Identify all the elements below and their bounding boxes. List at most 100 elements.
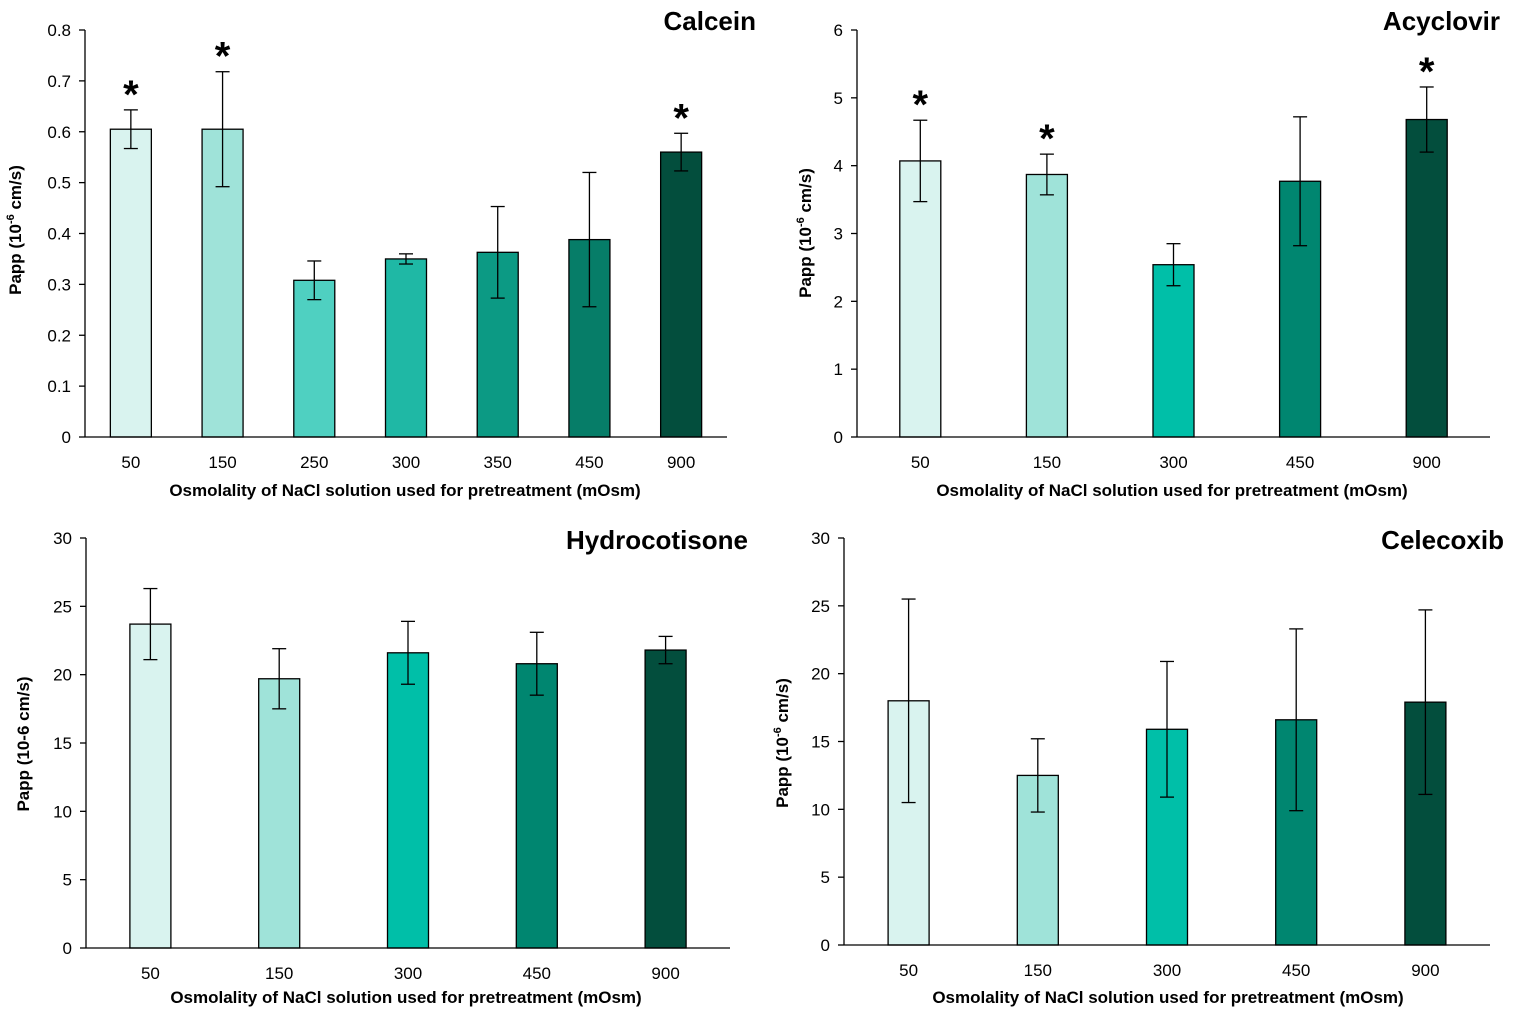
bar [293, 279, 336, 438]
y-tick-label: 5 [821, 868, 830, 887]
plot-area: 0 0.1 0.2 0.3 0.4 0.5 0.6 0.7 0.8 * 50 * 150 250 300 35… [47, 21, 727, 472]
y-axis-title-sup: -6 [5, 214, 17, 224]
x-tick-label: 150 [208, 453, 236, 472]
plot-area: 0 5 10 15 20 25 30 50 150 300 450 900 [811, 529, 1490, 980]
x-axis-title: Osmolality of NaCl solution used for pre… [936, 481, 1407, 500]
x-tick-label: 900 [651, 964, 679, 983]
y-tick-label: 15 [53, 734, 72, 753]
chart-title: Calcein [664, 6, 757, 36]
significance-star: * [913, 83, 929, 127]
bar [644, 649, 687, 949]
x-tick-label: 150 [265, 964, 293, 983]
y-axis-title-main: Papp (10 [6, 224, 25, 295]
y-axis-title: Papp (10-6 cm/s) [5, 165, 25, 295]
y-axis-title: Papp (10-6 cm/s) [772, 678, 792, 808]
x-tick-label: 300 [392, 453, 420, 472]
x-tick-label: 900 [1413, 453, 1441, 472]
y-tick-label: 0.3 [47, 275, 71, 294]
y-tick-label: 30 [53, 529, 72, 548]
y-axis-title: Papp (10-6 cm/s) [14, 676, 33, 811]
y-tick-label: 0.7 [47, 72, 71, 91]
x-tick-label: 50 [911, 453, 930, 472]
chart-celecoxib: 0 5 10 15 20 25 30 50 150 300 450 900 Celecoxib Osm… [772, 525, 1504, 1007]
y-tick-label: 20 [53, 666, 72, 685]
bar [129, 623, 172, 949]
bar [515, 663, 558, 949]
bar [258, 678, 301, 949]
y-tick-label: 15 [811, 733, 830, 752]
y-tick-label: 0.8 [47, 21, 71, 40]
y-axis-title-sup: -6 [772, 727, 784, 737]
y-tick-label: 25 [811, 597, 830, 616]
x-tick-label: 50 [141, 964, 160, 983]
y-axis-title-tail: cm/s) [773, 678, 792, 727]
x-tick-label: 450 [575, 453, 603, 472]
x-tick-label: 450 [1286, 453, 1314, 472]
x-tick-label: 450 [1282, 961, 1310, 980]
plot-area: 0 1 2 3 4 5 6 * 50 * 150 300 450 * 900 [834, 21, 1490, 472]
x-tick-label: 300 [1159, 453, 1187, 472]
y-tick-label: 30 [811, 529, 830, 548]
chart-hydrocotisone: 0 5 10 15 20 25 30 50 150 300 450 900 Hydrocotisone… [14, 525, 748, 1007]
x-tick-label: 150 [1033, 453, 1061, 472]
x-tick-label: 50 [899, 961, 918, 980]
significance-star: * [123, 73, 139, 117]
y-tick-label: 25 [53, 597, 72, 616]
y-tick-label: 0.4 [47, 225, 71, 244]
y-tick-label: 0 [62, 428, 71, 447]
bar [386, 652, 430, 949]
chart-title: Hydrocotisone [566, 525, 748, 555]
y-axis-title-sup: -6 [795, 217, 807, 227]
y-axis-title-main: Papp (10 [796, 227, 815, 298]
y-axis-title-main: Papp (10 [773, 737, 792, 808]
y-tick-label: 0.6 [47, 123, 71, 142]
y-axis-title-tail: cm/s) [6, 165, 25, 214]
significance-star: * [673, 96, 689, 140]
y-tick-label: 20 [811, 665, 830, 684]
x-axis-title: Osmolality of NaCl solution used for pre… [170, 988, 641, 1007]
y-tick-label: 0.1 [47, 377, 71, 396]
y-tick-label: 0 [834, 428, 843, 447]
bar [384, 258, 428, 438]
x-axis-title: Osmolality of NaCl solution used for pre… [169, 481, 640, 500]
x-tick-label: 900 [667, 453, 695, 472]
y-tick-label: 3 [834, 225, 843, 244]
x-tick-label: 450 [523, 964, 551, 983]
y-axis-title: Papp (10-6 cm/s) [795, 168, 815, 298]
y-tick-label: 0.2 [47, 326, 71, 345]
x-tick-label: 300 [394, 964, 422, 983]
chart-title: Celecoxib [1381, 525, 1504, 555]
y-tick-label: 0 [63, 939, 72, 958]
x-tick-label: 900 [1411, 961, 1439, 980]
y-axis-title-main: Papp (10-6 cm/s) [14, 676, 33, 811]
bar [109, 128, 153, 438]
x-tick-label: 350 [484, 453, 512, 472]
x-axis-title: Osmolality of NaCl solution used for pre… [932, 988, 1403, 1007]
y-tick-label: 5 [63, 871, 72, 890]
chart-acyclovir: 0 1 2 3 4 5 6 * 50 * 150 300 450 * 900 Acyclovir Osmol… [795, 6, 1500, 500]
y-tick-label: 1 [834, 360, 843, 379]
bar [1025, 173, 1069, 438]
y-tick-label: 10 [53, 802, 72, 821]
x-tick-label: 250 [300, 453, 328, 472]
y-tick-label: 0 [821, 936, 830, 955]
y-tick-label: 10 [811, 800, 830, 819]
y-tick-label: 0.5 [47, 174, 71, 193]
chart-calcein: 0 0.1 0.2 0.3 0.4 0.5 0.6 0.7 0.8 * 50 * 150 250 300 35… [5, 6, 757, 500]
x-tick-label: 300 [1153, 961, 1181, 980]
bar [659, 151, 703, 438]
bar [1405, 118, 1448, 438]
y-tick-label: 6 [834, 21, 843, 40]
significance-star: * [215, 35, 231, 79]
chart-title: Acyclovir [1383, 6, 1500, 36]
y-tick-label: 4 [834, 157, 843, 176]
bar [201, 128, 244, 438]
significance-star: * [1039, 117, 1055, 161]
plot-area: 0 5 10 15 20 25 30 50 150 300 450 900 [53, 529, 730, 983]
y-tick-label: 5 [834, 89, 843, 108]
x-tick-label: 150 [1024, 961, 1052, 980]
y-tick-label: 2 [834, 292, 843, 311]
y-axis-title-tail: cm/s) [796, 168, 815, 217]
bar [1152, 264, 1195, 438]
x-tick-label: 50 [121, 453, 140, 472]
